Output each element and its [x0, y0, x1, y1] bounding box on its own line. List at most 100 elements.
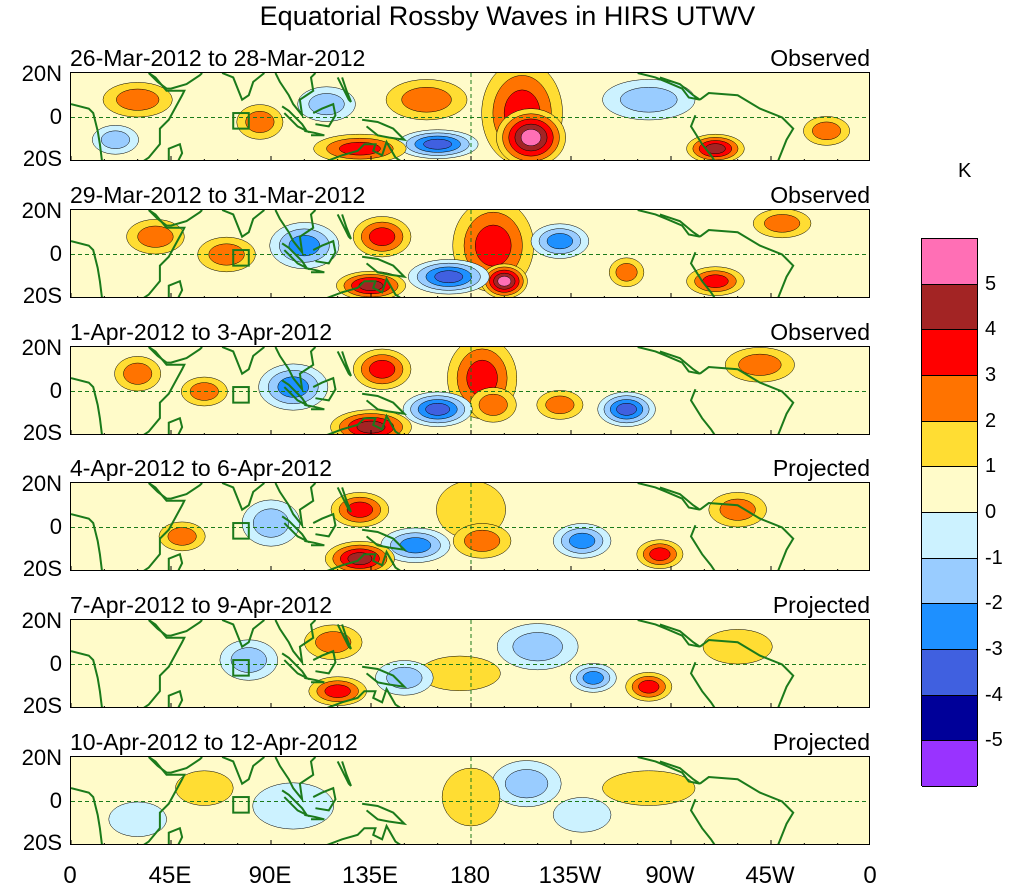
- colorbar-label: 1: [985, 455, 997, 478]
- colorbar-swatch: [922, 695, 977, 742]
- coastline: [637, 620, 701, 648]
- coastline: [361, 118, 408, 142]
- lat-tick-label: 20S: [22, 283, 62, 308]
- anomaly-contour: [520, 129, 542, 147]
- lon-tick-label: 135E: [341, 862, 399, 889]
- anomaly-contour: [324, 684, 351, 698]
- anomaly-contour: [616, 403, 637, 416]
- anomaly-contour: [116, 88, 160, 111]
- anomaly-field: [71, 757, 869, 844]
- coastline: [689, 365, 795, 434]
- coastline: [71, 73, 186, 160]
- coastline: [167, 142, 184, 160]
- anomaly-contour: [346, 501, 373, 518]
- coastline: [71, 483, 186, 570]
- anomaly-contour: [441, 767, 501, 827]
- coastline: [221, 347, 265, 376]
- coastline: [148, 620, 203, 637]
- anomaly-contour: [252, 508, 290, 538]
- region-box: [232, 659, 250, 677]
- coastline: [326, 686, 401, 707]
- colorbar-label: 5: [985, 272, 997, 295]
- coastline: [312, 512, 337, 538]
- coastline: [637, 347, 701, 375]
- coastline: [148, 757, 203, 774]
- map-panel: [70, 619, 870, 708]
- coastline: [336, 624, 352, 650]
- coastline: [221, 757, 265, 786]
- anomaly-contour: [738, 353, 782, 376]
- region-box: [232, 386, 250, 404]
- coastline: [167, 279, 184, 297]
- coastline: [312, 239, 337, 265]
- lat-tick-label: 20N: [21, 471, 62, 496]
- region-box: [232, 522, 250, 540]
- coastline: [312, 786, 337, 812]
- coastline: [221, 210, 265, 239]
- lat-tick-label: 0: [49, 103, 62, 129]
- anomaly-contour: [100, 130, 130, 149]
- coastline: [71, 757, 186, 844]
- coastline: [148, 73, 203, 90]
- coastline: [71, 347, 186, 434]
- anomaly-contour: [474, 224, 512, 267]
- coastline: [304, 266, 325, 274]
- anomaly-field: [71, 210, 869, 297]
- coastline: [689, 501, 795, 570]
- anomaly-contour: [512, 632, 563, 662]
- coastline: [167, 689, 184, 707]
- coastline: [637, 483, 701, 511]
- colorbar-unit: K: [958, 160, 972, 182]
- coastline: [326, 276, 401, 297]
- lat-tick-label: 0: [49, 513, 62, 539]
- colorbar-label: -3: [985, 638, 1003, 660]
- region-box: [232, 249, 250, 267]
- colorbar-swatch: [922, 421, 977, 468]
- panel-date-range: 10-Apr-2012 to 12-Apr-2012: [70, 729, 358, 755]
- map-panel: [70, 346, 870, 435]
- panel-status: Observed: [770, 45, 870, 71]
- coastline: [336, 351, 352, 377]
- panel-date-range: 26-Mar-2012 to 28-Mar-2012: [70, 45, 366, 71]
- coastline: [637, 73, 701, 101]
- panel-status: Projected: [772, 592, 870, 618]
- anomaly-field: [71, 347, 869, 434]
- colorbar-label: 3: [985, 364, 997, 386]
- coastline: [148, 347, 203, 364]
- anomaly-field: [71, 73, 869, 160]
- colorbar-label: -2: [985, 592, 1003, 615]
- coastline: [689, 775, 795, 844]
- lat-tick-label: 20S: [22, 420, 62, 445]
- coastline: [274, 73, 317, 119]
- coastline: [361, 665, 408, 689]
- coastline: [361, 528, 408, 552]
- coastline: [167, 552, 184, 570]
- colorbar-label: 4: [985, 318, 997, 341]
- anomaly-contour: [702, 629, 773, 665]
- anomaly-contour: [137, 225, 174, 248]
- colorbar-swatch: [922, 376, 977, 422]
- lat-tick-label: 20N: [21, 608, 62, 633]
- anomaly-contour: [620, 86, 678, 113]
- lon-tick-label: 45E: [148, 862, 192, 889]
- lon-tick-label: 90W: [645, 862, 695, 889]
- lat-tick-label: 20S: [22, 693, 62, 718]
- lon-tick-label: 90E: [248, 862, 292, 889]
- figure-title: Equatorial Rossby Waves in HIRS UTWV: [259, 1, 756, 31]
- map-panel: [70, 72, 870, 161]
- panel-date-range: 7-Apr-2012 to 9-Apr-2012: [70, 592, 333, 618]
- coastline: [304, 813, 325, 821]
- map-panel: [70, 482, 870, 571]
- lat-tick-label: 20N: [21, 745, 62, 770]
- lat-tick-label: 0: [49, 377, 62, 403]
- panel-status: Projected: [772, 729, 870, 755]
- coastline: [336, 77, 352, 103]
- region-box: [232, 112, 250, 130]
- lat-tick-label: 20S: [22, 146, 62, 171]
- colorbar-swatch: [922, 239, 977, 285]
- coastline: [281, 652, 310, 681]
- coastline: [274, 620, 317, 666]
- colorbar-swatch: [922, 330, 977, 376]
- coastline: [361, 802, 408, 826]
- anomaly-contour: [288, 235, 320, 257]
